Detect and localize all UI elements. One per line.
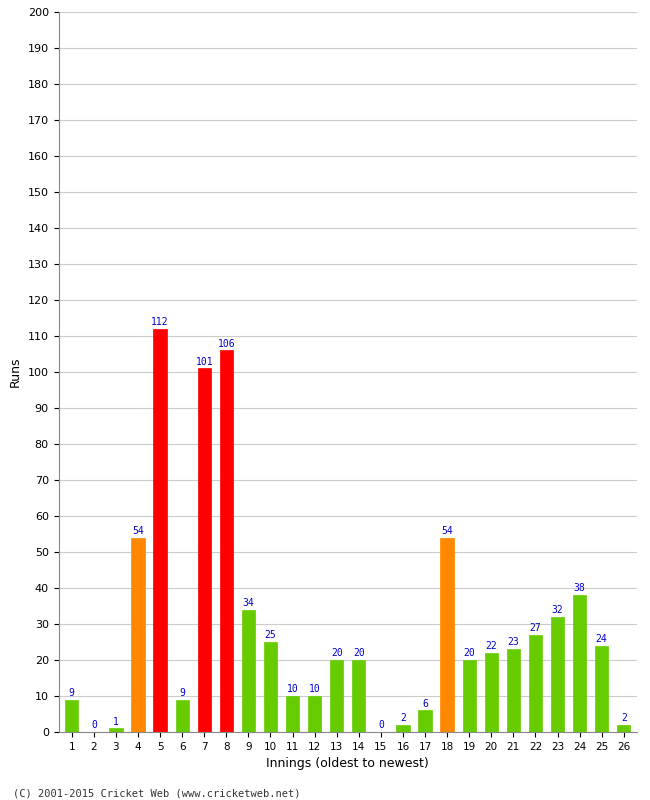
Bar (286, 696, 299, 732)
Bar (198, 368, 211, 732)
Text: (C) 2001-2015 Cricket Web (www.cricketweb.net): (C) 2001-2015 Cricket Web (www.cricketwe… (13, 788, 300, 798)
Y-axis label: Runs: Runs (9, 357, 22, 387)
Text: 6: 6 (422, 698, 428, 709)
Text: 24: 24 (596, 634, 608, 644)
Text: 0: 0 (91, 720, 97, 730)
Text: 23: 23 (508, 638, 519, 647)
Bar (529, 635, 542, 732)
Bar (131, 538, 144, 732)
Bar (352, 660, 365, 732)
Text: 1: 1 (113, 717, 119, 726)
Bar (308, 696, 321, 732)
Bar (242, 610, 255, 732)
Text: 20: 20 (353, 648, 365, 658)
X-axis label: Innings (oldest to newest): Innings (oldest to newest) (266, 758, 429, 770)
Text: 22: 22 (486, 641, 497, 651)
Text: 27: 27 (530, 623, 541, 633)
Text: 0: 0 (378, 720, 384, 730)
Text: 38: 38 (574, 583, 586, 594)
Bar (176, 699, 188, 732)
Bar (441, 538, 454, 732)
Text: 34: 34 (242, 598, 254, 608)
Bar (65, 699, 79, 732)
Text: 9: 9 (69, 688, 75, 698)
Text: 2: 2 (621, 713, 627, 723)
Text: 106: 106 (218, 338, 235, 349)
Text: 112: 112 (151, 317, 169, 327)
Bar (330, 660, 343, 732)
Text: 10: 10 (287, 684, 298, 694)
Text: 2: 2 (400, 713, 406, 723)
Text: 9: 9 (179, 688, 185, 698)
Text: 54: 54 (441, 526, 453, 536)
Text: 20: 20 (463, 648, 475, 658)
Bar (595, 646, 608, 732)
Text: 32: 32 (552, 605, 564, 615)
Bar (109, 729, 123, 732)
Bar (153, 329, 166, 732)
Text: 20: 20 (331, 648, 343, 658)
Bar (396, 725, 410, 732)
Bar (463, 660, 476, 732)
Bar (419, 710, 432, 732)
Bar (573, 595, 586, 732)
Bar (507, 650, 520, 732)
Text: 25: 25 (265, 630, 276, 640)
Bar (264, 642, 277, 732)
Text: 10: 10 (309, 684, 320, 694)
Bar (485, 653, 498, 732)
Text: 101: 101 (196, 357, 213, 366)
Bar (220, 350, 233, 732)
Bar (551, 617, 564, 732)
Text: 54: 54 (132, 526, 144, 536)
Bar (617, 725, 630, 732)
